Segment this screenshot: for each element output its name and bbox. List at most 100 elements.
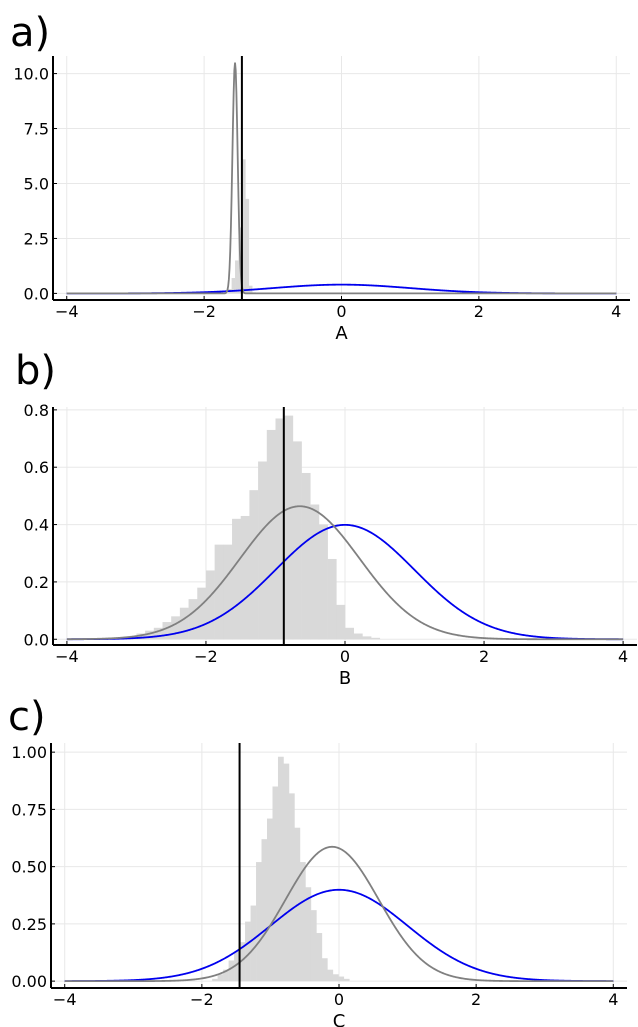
histogram-bar	[327, 969, 334, 982]
panel-label: c)	[8, 694, 46, 740]
histogram-bar	[299, 862, 306, 982]
x-tick-label: −2	[192, 302, 216, 321]
histogram-bar	[277, 756, 284, 982]
histogram-bar	[267, 818, 273, 982]
histogram-bar	[305, 887, 312, 982]
histogram-bar	[145, 630, 155, 640]
x-tick-label: −4	[55, 302, 79, 321]
panel-2: −4 −2 0 2 4 0.0 0.2 0.4 0.6 0.8 Bb)	[15, 348, 637, 689]
histogram-bar	[310, 910, 317, 982]
prior-density-curve	[64, 888, 614, 982]
histogram-bar	[179, 607, 189, 640]
y-tick-label: 2.5	[24, 229, 49, 248]
histogram-bar	[205, 570, 215, 640]
x-tick-label: 2	[479, 647, 489, 666]
posterior-density-curve	[66, 62, 617, 295]
panel-label: b)	[15, 348, 56, 394]
histogram-bar	[171, 616, 181, 640]
histogram-bar	[212, 978, 218, 982]
panel-1: −4 −2 0 2 4 0.0 2.5 5.0 7.5 10.0 Aa)	[10, 10, 630, 344]
histogram-bar	[223, 969, 229, 982]
histogram-bar	[250, 905, 257, 982]
histogram-bar	[136, 633, 146, 640]
x-tick-label: 0	[336, 302, 346, 321]
x-tick-label: 0	[340, 647, 350, 666]
histogram-bar	[245, 921, 251, 982]
histogram-bar	[272, 786, 279, 982]
histogram-bar	[197, 587, 207, 640]
y-tick-label: 0.50	[11, 858, 47, 877]
histogram-bar	[256, 862, 262, 982]
histogram-bar	[275, 418, 285, 640]
y-tick-label: 0.8	[24, 401, 49, 420]
histogram	[119, 415, 381, 640]
histogram-bar	[292, 441, 302, 640]
y-tick-label: 0.0	[24, 630, 49, 649]
x-axis-label: B	[339, 668, 351, 689]
x-tick-label: 2	[471, 990, 481, 1009]
histogram-bar	[301, 472, 311, 640]
histogram-bar	[310, 504, 320, 640]
histogram-bar	[241, 159, 246, 294]
histogram-bar	[245, 198, 250, 294]
y-tick-label: 0.75	[11, 800, 47, 819]
y-tick-label: 0.00	[11, 972, 47, 991]
histogram-bar	[321, 958, 328, 982]
x-tick-label: 4	[608, 990, 618, 1009]
prior-density-curve	[66, 523, 624, 641]
y-tick-label: 0.25	[11, 915, 47, 934]
histogram-bar	[258, 461, 268, 640]
histogram-bar	[240, 515, 250, 640]
y-tick-label: 1.00	[11, 743, 47, 762]
histogram-bar	[217, 974, 224, 982]
y-tick-label: 10.0	[13, 65, 49, 84]
histogram-bar	[188, 599, 198, 640]
histogram-bar	[239, 942, 246, 982]
x-tick-label: 0	[334, 990, 344, 1009]
histogram-bar	[345, 627, 354, 640]
histogram-bar	[223, 544, 233, 640]
histogram-bar	[162, 622, 172, 640]
grid	[51, 743, 627, 988]
histogram-bar	[343, 978, 350, 982]
histogram-bar	[362, 636, 372, 640]
y-tick-label: 0.0	[24, 284, 49, 303]
histogram-bar	[316, 933, 323, 982]
histogram-bar	[336, 604, 346, 640]
histogram-bar	[228, 960, 235, 982]
histogram-bar	[266, 429, 276, 640]
x-axis-label: A	[335, 323, 348, 344]
x-tick-label: −2	[190, 990, 214, 1009]
histogram-bar	[338, 976, 345, 982]
posterior-density-curve	[64, 845, 614, 983]
histogram-bar	[353, 633, 363, 640]
grid	[53, 56, 630, 300]
histogram-bar	[283, 763, 290, 982]
x-tick-label: 2	[474, 302, 484, 321]
histogram-bar	[214, 544, 224, 640]
histogram-bar	[261, 839, 268, 982]
panel-3: −4 −2 0 2 4 0.00 0.25 0.50 0.75 1.00 Cc)	[8, 694, 627, 1027]
y-tick-label: 0.6	[24, 458, 49, 477]
histogram-bar	[232, 518, 242, 640]
histogram-bar	[231, 278, 236, 294]
y-tick-label: 0.2	[24, 573, 49, 592]
histogram-bar	[284, 415, 294, 640]
y-tick-label: 5.0	[24, 174, 49, 193]
x-tick-label: 4	[611, 302, 621, 321]
y-tick-label: 0.4	[24, 516, 49, 535]
histogram-bar	[153, 627, 163, 640]
y-tick-label: 7.5	[24, 120, 49, 139]
x-axis-label: C	[333, 1011, 346, 1027]
histogram	[212, 756, 350, 982]
histogram-bar	[327, 558, 337, 640]
x-tick-label: −2	[194, 647, 218, 666]
histogram-bar	[371, 637, 381, 640]
posterior-density-curve	[66, 505, 624, 641]
histogram-bar	[332, 974, 339, 982]
x-tick-label: −4	[53, 990, 77, 1009]
x-tick-label: 4	[618, 647, 628, 666]
histogram-bar	[235, 260, 239, 294]
histogram-bar	[318, 524, 328, 640]
